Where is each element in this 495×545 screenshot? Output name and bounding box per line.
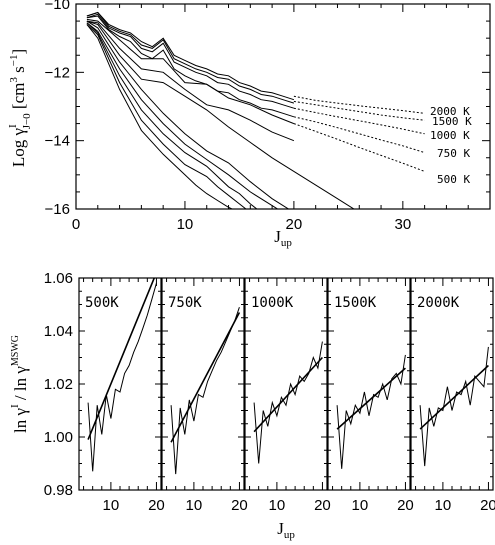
x-tick-label: 10 xyxy=(177,216,194,233)
y-tick-label: −10 xyxy=(45,0,70,13)
y-tick-label: 1.06 xyxy=(44,270,73,287)
x-axis-label: Jup xyxy=(277,519,295,541)
x-tick-label: 30 xyxy=(394,216,411,233)
temperature-label: 1500 K xyxy=(432,115,472,128)
x-tick-label: 20 xyxy=(148,497,165,514)
series-line-6 xyxy=(86,20,355,209)
x-tick-label: 10 xyxy=(186,497,203,514)
x-tick-label: 10 xyxy=(269,497,286,514)
series-line-9 xyxy=(86,22,258,209)
y-label-units-sup1: 3 xyxy=(8,77,20,83)
series-line-5 xyxy=(86,20,295,142)
temperature-label: 2000 K xyxy=(430,105,470,118)
temperature-label: 1000 K xyxy=(430,129,470,142)
panel-data-line xyxy=(87,283,157,472)
y-axis-label: Log γI J−0 [cm3 s−1] xyxy=(7,49,33,167)
y-label-a: ln γ xyxy=(11,408,30,433)
panel-fit-line xyxy=(87,278,156,440)
panel-data-line xyxy=(336,354,406,469)
panel-data-line xyxy=(419,346,489,467)
bottom-chart: 10 20 500K 10 20 750K 10 20 1000K 10 20 1500K 10 20 20… xyxy=(9,270,495,541)
y-label-pre: Log γ xyxy=(9,127,28,167)
panel-lines xyxy=(336,354,406,469)
x-tick-label: 0 xyxy=(72,216,80,233)
y-label-sup: I xyxy=(7,124,19,128)
y-tick-label: −12 xyxy=(45,64,70,81)
y-label-a-sup: I xyxy=(9,404,21,408)
x-label-sub: up xyxy=(281,237,293,249)
series-line-4 xyxy=(86,18,295,125)
series-line-1 xyxy=(86,11,295,104)
x-label-sub: up xyxy=(284,529,296,541)
panel-lines xyxy=(170,307,241,475)
panel-2: 10 20 1000K xyxy=(244,277,331,514)
y-label-b: / ln γ xyxy=(11,366,30,405)
x-label-base: J xyxy=(277,519,284,538)
panel-lines xyxy=(253,341,323,464)
series-line-7 xyxy=(86,20,290,209)
series-line-12 xyxy=(293,95,425,114)
panel-0: 10 20 500K xyxy=(78,277,165,514)
x-tick-label: 20 xyxy=(286,216,303,233)
y-label-units-sup2: −1 xyxy=(8,55,20,67)
panel-lines xyxy=(419,346,489,467)
temperature-label: 750 K xyxy=(437,147,470,160)
panel-lines xyxy=(87,278,157,472)
series-line-3 xyxy=(86,15,295,118)
x-tick-label: 10 xyxy=(103,497,120,514)
x-tick-label: 20 xyxy=(397,497,414,514)
y-axis-label: ln γI / ln γMSWG xyxy=(9,335,30,433)
x-tick-label: 20 xyxy=(480,497,495,514)
panel-label: 1500K xyxy=(334,295,377,311)
panel-fit-line xyxy=(336,367,406,430)
panel-data-line xyxy=(253,341,323,464)
y-label-units: [cm xyxy=(9,83,28,114)
panel-label: 750K xyxy=(168,295,202,311)
panel-1: 10 20 750K xyxy=(161,277,248,514)
series-line-2 xyxy=(86,13,295,109)
x-tick-label: 20 xyxy=(231,497,248,514)
y-label-sub: J−0 xyxy=(21,113,33,129)
y-label-b-sup: MSWG xyxy=(10,335,21,366)
y-label-units-mid: s xyxy=(9,66,28,77)
y-tick-label: 1.02 xyxy=(44,376,73,393)
plot-frame xyxy=(75,3,491,210)
panel-label: 500K xyxy=(85,295,119,311)
y-tick-label: 1.00 xyxy=(44,429,73,446)
panel-fit-line xyxy=(419,364,489,430)
series-group xyxy=(86,11,425,209)
panel-label: 1000K xyxy=(251,295,294,311)
panel-4: 10 20 2000K xyxy=(410,277,495,514)
series-line-15 xyxy=(293,116,425,154)
series-line-11 xyxy=(86,24,234,209)
series-line-8 xyxy=(86,22,279,209)
series-line-16 xyxy=(293,123,425,172)
series-line-10 xyxy=(86,24,247,209)
x-tick-label: 10 xyxy=(352,497,369,514)
x-label-base: J xyxy=(274,227,281,246)
y-label-units-end: ] xyxy=(9,49,28,55)
panel-fit-line xyxy=(170,312,241,443)
y-tick-label: 0.98 xyxy=(44,482,73,499)
temperature-label: 500 K xyxy=(437,173,470,186)
y-tick-label: −16 xyxy=(45,201,70,218)
y-tick-label: −14 xyxy=(45,133,70,150)
x-axis-label: Jup xyxy=(274,227,292,249)
series-line-0 xyxy=(86,11,295,101)
panel-fit-line xyxy=(253,356,323,433)
panel-3: 10 20 1500K xyxy=(327,277,414,514)
x-tick-label: 10 xyxy=(435,497,452,514)
x-tick-label: 20 xyxy=(314,497,331,514)
panel-label: 2000K xyxy=(417,295,460,311)
y-tick-label: 1.04 xyxy=(44,323,73,340)
